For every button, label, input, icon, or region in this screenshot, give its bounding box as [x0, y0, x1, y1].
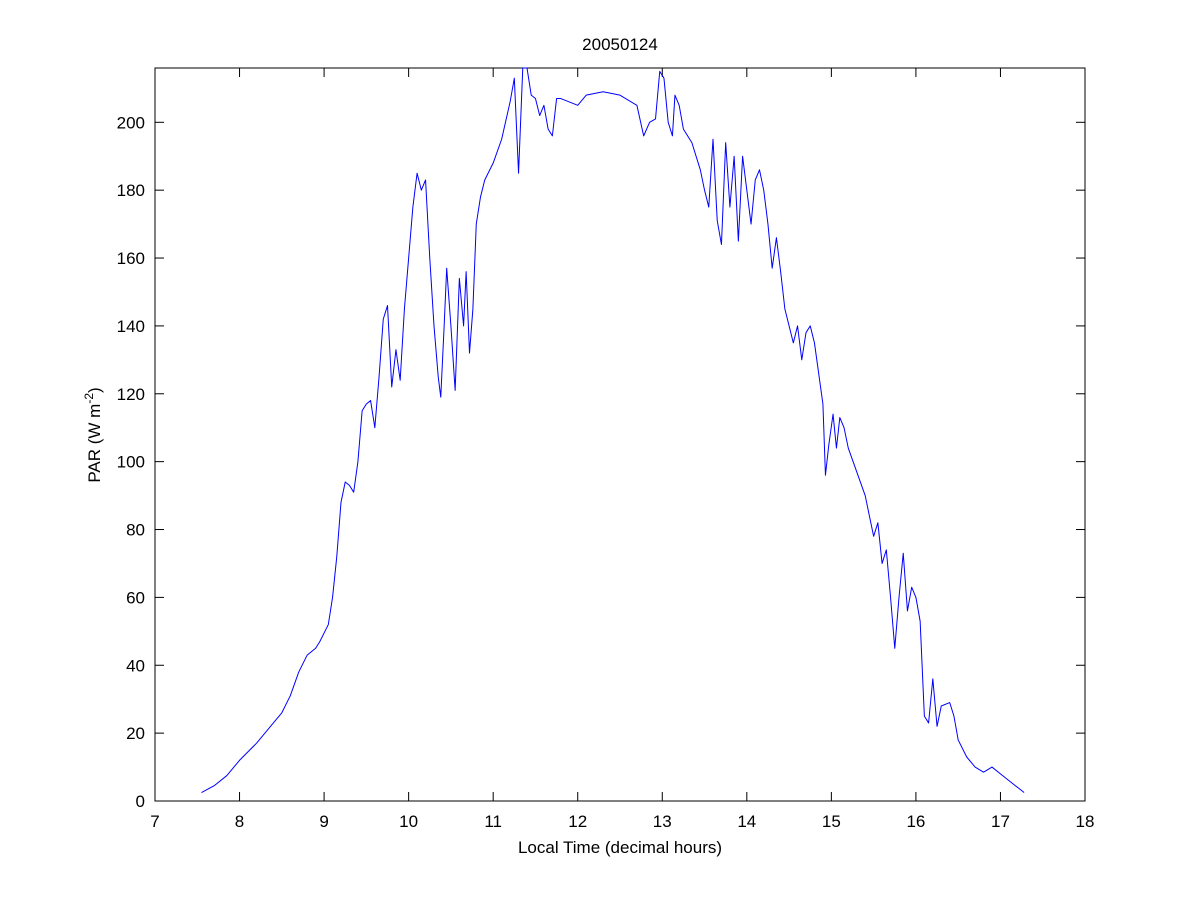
x-tick-label: 15 — [822, 812, 841, 831]
y-tick-label: 80 — [126, 521, 145, 540]
x-tick-label: 9 — [319, 812, 328, 831]
y-tick-label: 200 — [117, 113, 145, 132]
y-tick-label: 40 — [126, 656, 145, 675]
plot-area — [154, 67, 1086, 802]
x-tick-label: 8 — [235, 812, 244, 831]
y-tick-label: 160 — [117, 249, 145, 268]
y-tick-label: 100 — [117, 453, 145, 472]
y-tick-label: 0 — [136, 792, 145, 811]
data-line — [201, 67, 1025, 793]
x-tick-label: 13 — [653, 812, 672, 831]
y-tick-label: 20 — [126, 724, 145, 743]
x-tick-label: 7 — [150, 812, 159, 831]
y-tick-label: 140 — [117, 317, 145, 336]
x-axis-label: Local Time (decimal hours) — [518, 838, 722, 857]
y-axis-label-exponent: -2 — [82, 393, 96, 404]
chart-title: 20050124 — [582, 35, 658, 54]
y-axis-label: PAR (W m-2) — [82, 387, 104, 482]
x-tick-label: 16 — [906, 812, 925, 831]
y-tick-label: 180 — [117, 181, 145, 200]
y-tick-label: 60 — [126, 588, 145, 607]
x-tick-label: 11 — [484, 812, 502, 831]
y-axis-label-end: ) — [85, 387, 104, 393]
x-tick-label: 10 — [399, 812, 418, 831]
x-tick-label: 17 — [991, 812, 1010, 831]
x-tick-label: 12 — [568, 812, 587, 831]
x-tick-label: 14 — [737, 812, 756, 831]
x-tick-label: 18 — [1076, 812, 1095, 831]
y-tick-label: 120 — [117, 385, 145, 404]
y-axis-label-main: PAR (W m — [85, 404, 104, 483]
